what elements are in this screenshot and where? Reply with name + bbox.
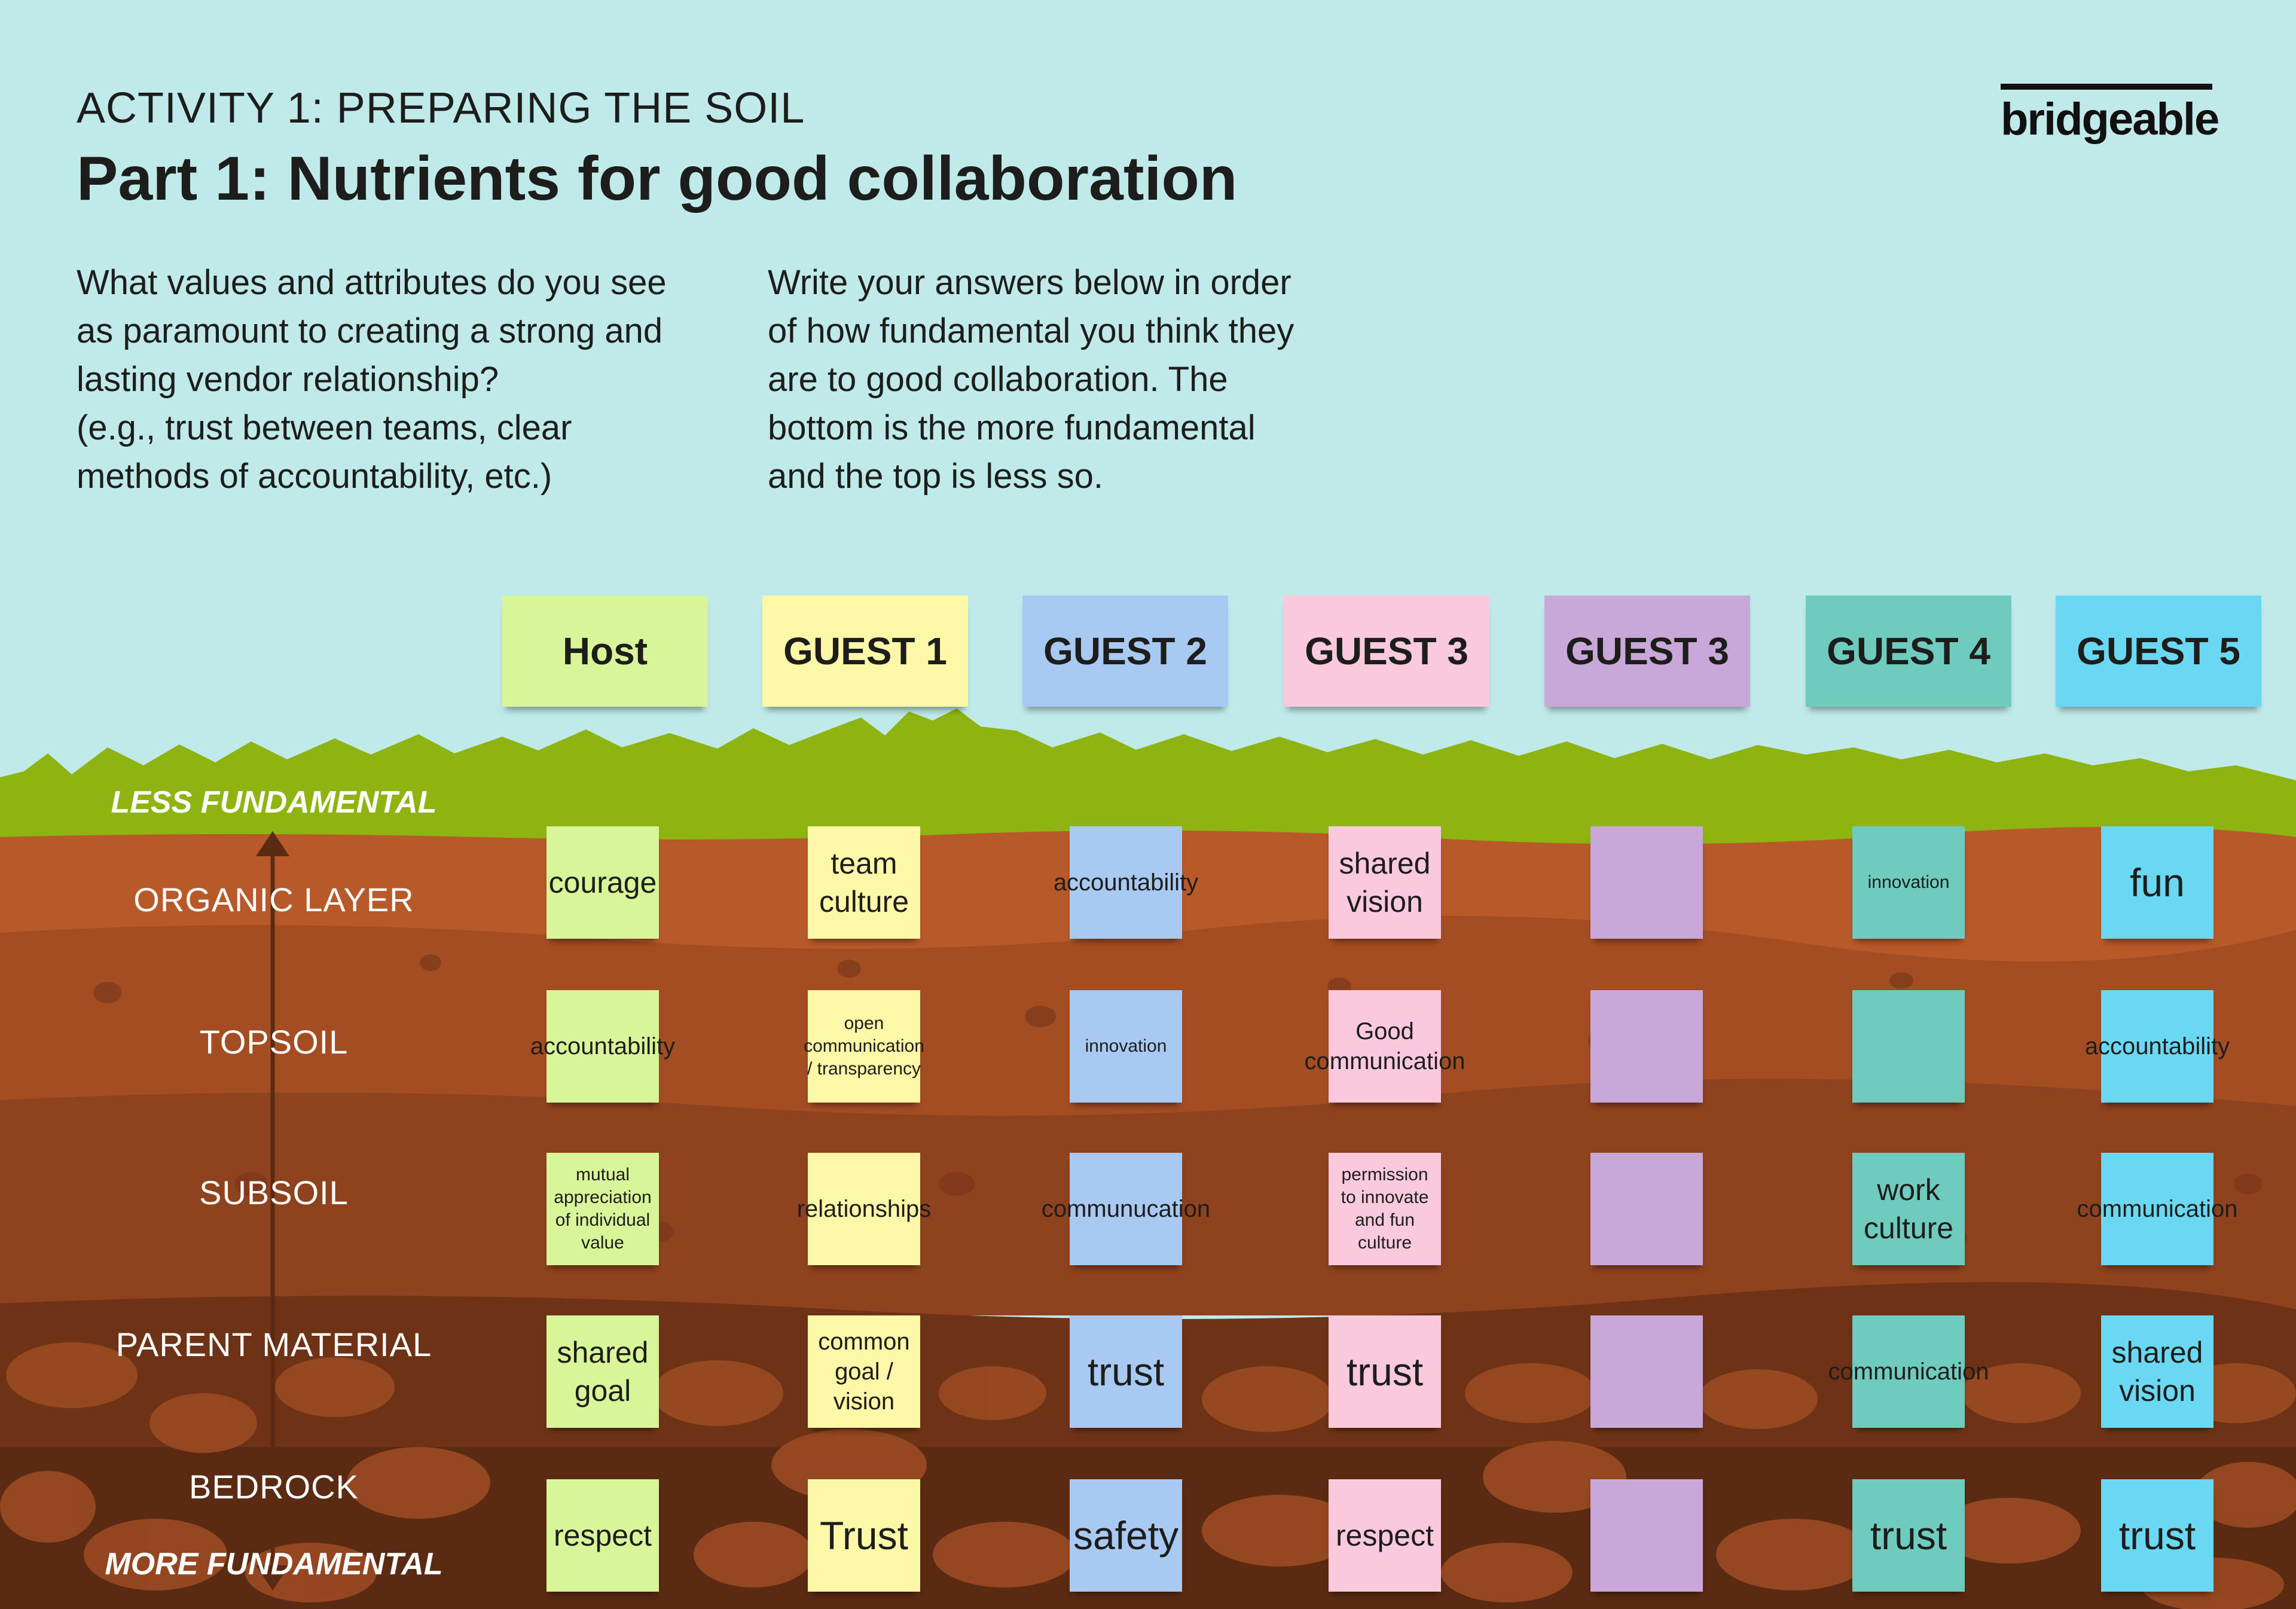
layer-label-topsoil: TOPSOIL <box>199 1023 349 1061</box>
sticky-note-text: relationships <box>796 1196 932 1222</box>
sticky-note-guest-3-row-3[interactable]: permission to innovate and fun culture <box>1329 1153 1441 1265</box>
intro-line: What values and attributes do you see <box>77 263 667 302</box>
page-title: Part 1: Nutrients for good collaboration <box>77 144 1238 213</box>
intro-line: (e.g., trust between teams, clear <box>77 408 572 447</box>
sticky-note-host-row-1[interactable]: courage <box>546 826 659 939</box>
layer-label-bedrock: BEDROCK <box>189 1468 359 1506</box>
sticky-note-guest-5-row-1[interactable]: fun <box>2101 826 2213 939</box>
sticky-note-text: fun <box>2130 860 2185 905</box>
sticky-note-text: team culture <box>819 847 909 918</box>
sticky-note-text: trust <box>2118 1513 2196 1558</box>
sticky-note-text: permission to innovate and fun culture <box>1341 1165 1429 1253</box>
column-header-guest-4[interactable]: GUEST 4 <box>1806 596 2011 707</box>
sticky-note-guest-3-row-2[interactable]: Good communication <box>1305 990 1465 1103</box>
intro-line: as paramount to creating a strong and <box>77 312 663 350</box>
sticky-note-guest-3-alt-row-3[interactable] <box>1590 1153 1703 1265</box>
sticky-note-guest-2-row-1[interactable]: accountability <box>1054 826 1198 939</box>
sticky-note-text: courage <box>548 866 657 899</box>
column-header-guest-3-alt[interactable]: GUEST 3 <box>1544 596 1750 707</box>
intro-line: of how fundamental you think they <box>768 312 1294 350</box>
layer-label-subsoil: SUBSOIL <box>199 1174 349 1211</box>
sticky-note-guest-3-alt-row-1[interactable] <box>1590 826 1703 939</box>
sticky-note-text: trust <box>1087 1350 1165 1394</box>
sticky-note-text: respect <box>554 1519 652 1552</box>
intro-line: Write your answers below in order <box>768 263 1292 302</box>
intro-line: methods of accountability, etc.) <box>77 457 552 496</box>
less-fundamental-label: LESS FUNDAMENTAL <box>111 785 437 820</box>
sticky-note-guest-5-row-3[interactable]: communication <box>2077 1153 2238 1265</box>
sticky-note-guest-2-row-5[interactable]: safety <box>1070 1479 1182 1592</box>
intro-line: lasting vendor relationship? <box>77 360 499 399</box>
sticky-note-guest-4-row-3[interactable]: work culture <box>1852 1153 1965 1265</box>
column-header-guest-5[interactable]: GUEST 5 <box>2056 596 2261 707</box>
sticky-note-text: trust <box>1346 1350 1424 1394</box>
sticky-note-guest-3-alt-row-2[interactable] <box>1590 990 1703 1103</box>
sticky-note-text: work culture <box>1863 1173 1954 1245</box>
sticky-note-guest-4-row-1[interactable]: innovation <box>1852 826 1965 939</box>
sticky-note-host-row-3[interactable]: mutual appreciation of individual value <box>546 1153 659 1265</box>
sticky-note-text: respect <box>1336 1519 1434 1552</box>
sticky-note-text: shared vision <box>1339 847 1431 918</box>
sticky-note-text: Good communication <box>1304 1018 1465 1074</box>
sticky-note-text: safety <box>1073 1513 1179 1558</box>
sticky-note-text: communication <box>2077 1196 2238 1222</box>
sticky-note-guest-2-row-2[interactable]: innovation <box>1070 990 1182 1103</box>
sticky-note-guest-3-row-5[interactable]: respect <box>1329 1479 1441 1592</box>
sticky-note-text: accountability <box>2084 1033 2230 1060</box>
sticky-note-guest-5-row-4[interactable]: shared vision <box>2101 1315 2213 1428</box>
layer-label-organic: ORGANIC LAYER <box>133 881 414 918</box>
intro-instructions: Write your answers below in order of how… <box>768 258 1378 500</box>
bedrock-rocks <box>0 1342 2296 1609</box>
sticky-note-text: communication <box>1828 1358 1989 1385</box>
fundamental-scale-arrow <box>256 831 289 1590</box>
sticky-note-text: innovation <box>1867 872 1950 892</box>
sticky-note-text: open communication / transparency <box>804 1013 924 1079</box>
sticky-note-guest-3-alt-row-4[interactable] <box>1590 1315 1703 1428</box>
sticky-note-guest-1-row-5[interactable]: Trust <box>808 1479 920 1592</box>
sticky-note-text: innovation <box>1085 1036 1167 1056</box>
sticky-note-host-row-5[interactable]: respect <box>546 1479 659 1592</box>
layer-label-parent-material: PARENT MATERIAL <box>115 1326 432 1363</box>
column-header-guest-1[interactable]: GUEST 1 <box>762 596 968 707</box>
sticky-note-text: Trust <box>820 1513 908 1558</box>
sticky-note-text: mutual appreciation of individual value <box>554 1165 652 1253</box>
intro-line: are to good collaboration. The <box>768 360 1228 399</box>
sticky-note-guest-3-row-4[interactable]: trust <box>1329 1315 1441 1428</box>
sticky-note-guest-1-row-1[interactable]: team culture <box>808 826 920 939</box>
column-header-host[interactable]: Host <box>502 596 708 707</box>
sticky-note-guest-5-row-2[interactable]: accountability <box>2085 990 2230 1103</box>
sticky-note-guest-1-row-2[interactable]: open communication / transparency <box>804 990 924 1103</box>
sticky-note-host-row-2[interactable]: accountability <box>530 990 675 1103</box>
intro-line: and the top is less so. <box>768 457 1103 496</box>
bridgeable-logo: bridgeable <box>2001 84 2219 145</box>
column-header-guest-2[interactable]: GUEST 2 <box>1022 596 1228 707</box>
sticky-note-guest-4-row-5[interactable]: trust <box>1852 1479 1965 1592</box>
more-fundamental-label: MORE FUNDAMENTAL <box>105 1547 443 1581</box>
sticky-note-guest-2-row-4[interactable]: trust <box>1070 1315 1182 1428</box>
sticky-note-text: shared goal <box>557 1336 649 1408</box>
intro-line: bottom is the more fundamental <box>768 408 1256 447</box>
sticky-note-text: shared vision <box>2111 1336 2203 1408</box>
sticky-note-text: accountability <box>1053 869 1199 896</box>
sticky-note-host-row-4[interactable]: shared goal <box>546 1315 659 1428</box>
sticky-note-guest-1-row-4[interactable]: common goal / vision <box>808 1315 920 1428</box>
sticky-note-guest-5-row-5[interactable]: trust <box>2101 1479 2213 1592</box>
sticky-note-guest-2-row-3[interactable]: communucation <box>1042 1153 1210 1265</box>
sticky-note-guest-3-alt-row-5[interactable] <box>1590 1479 1703 1592</box>
sticky-note-text: trust <box>1870 1513 1947 1558</box>
sticky-note-text: communucation <box>1041 1196 1211 1222</box>
grass-band <box>0 709 2296 849</box>
sticky-note-guest-4-row-2[interactable] <box>1852 990 1965 1103</box>
sticky-note-guest-1-row-3[interactable]: relationships <box>797 1153 931 1265</box>
sticky-note-text: accountability <box>530 1033 676 1060</box>
activity-label: ACTIVITY 1: PREPARING THE SOIL <box>77 84 805 132</box>
column-header-guest-3[interactable]: GUEST 3 <box>1284 596 1489 707</box>
sticky-note-guest-4-row-4[interactable]: communication <box>1828 1315 1989 1428</box>
sticky-note-guest-3-row-1[interactable]: shared vision <box>1329 826 1441 939</box>
sticky-note-text: common goal / vision <box>818 1329 910 1415</box>
intro-question: What values and attributes do you see as… <box>77 258 734 500</box>
